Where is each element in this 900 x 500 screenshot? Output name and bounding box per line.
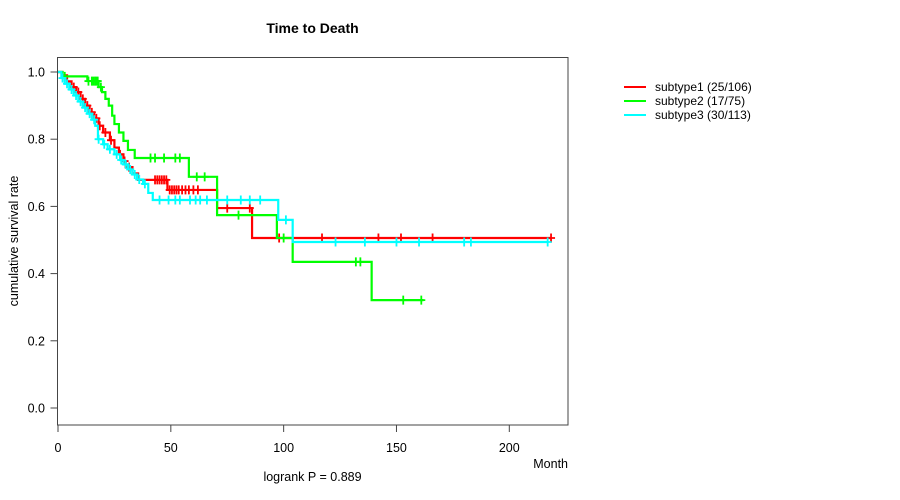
censor-mark-subtype3 <box>117 155 126 165</box>
y-tick-label: 0.4 <box>28 267 45 281</box>
censor-mark-subtype3 <box>392 237 401 247</box>
censor-mark-subtype3 <box>81 103 90 113</box>
legend-label-subtype1: subtype1 (25/106) <box>655 80 752 94</box>
censor-mark-subtype3 <box>67 84 76 94</box>
censor-mark-subtype3 <box>256 195 265 205</box>
censor-mark-subtype3 <box>543 237 552 247</box>
censor-mark-subtype3 <box>155 195 164 205</box>
censor-mark-subtype3 <box>245 195 254 205</box>
censor-mark-subtype1 <box>107 135 116 145</box>
censor-mark-subtype2 <box>200 172 209 182</box>
censor-mark-subtype3 <box>196 195 205 205</box>
censor-mark-subtype3 <box>164 195 173 205</box>
censor-mark-subtype3 <box>331 237 340 247</box>
censor-mark-subtype3 <box>236 195 245 205</box>
x-tick-label: 50 <box>164 441 178 455</box>
survival-curve-subtype3 <box>58 70 548 244</box>
censor-mark-subtype2 <box>96 82 105 92</box>
x-tick-label: 150 <box>386 441 407 455</box>
legend-label-subtype3: subtype3 (30/113) <box>655 108 751 122</box>
censor-mark-subtype2 <box>279 233 288 243</box>
y-tick-label: 0.0 <box>28 402 45 416</box>
y-tick-label: 0.2 <box>28 334 45 348</box>
y-tick-label: 1.0 <box>28 66 45 80</box>
censor-mark-subtype2 <box>356 257 365 267</box>
x-axis-label: Month <box>533 457 568 471</box>
plot-box <box>57 57 569 426</box>
survival-curve-subtype2 <box>58 70 424 302</box>
censor-mark-subtype3 <box>72 91 81 101</box>
legend-item-subtype2: subtype2 (17/75) <box>624 94 752 108</box>
legend-item-subtype3: subtype3 (30/113) <box>624 108 752 122</box>
logrank-annotation: logrank P = 0.889 <box>263 470 362 484</box>
censor-mark-subtype3 <box>90 115 99 125</box>
censor-mark-subtype3 <box>105 144 114 154</box>
legend-label-subtype2: subtype2 (17/75) <box>655 94 746 108</box>
legend-line-subtype2 <box>624 100 646 102</box>
censor-mark-subtype3 <box>415 237 424 247</box>
page-title: Time to Death <box>266 20 359 36</box>
censor-mark-subtype1 <box>245 203 254 213</box>
censor-mark-subtype3 <box>121 159 130 169</box>
legend: subtype1 (25/106) subtype2 (17/75) subty… <box>624 80 752 122</box>
censor-mark-subtype3 <box>85 109 94 119</box>
censor-mark-subtype2 <box>417 295 426 305</box>
censor-mark-subtype3 <box>130 169 139 179</box>
x-tick-label: 200 <box>499 441 520 455</box>
censor-mark-subtype3 <box>281 215 290 225</box>
censor-mark-subtype3 <box>76 97 85 107</box>
censor-mark-subtype3 <box>112 149 121 159</box>
legend-line-subtype1 <box>624 86 646 88</box>
legend-item-subtype1: subtype1 (25/106) <box>624 80 752 94</box>
censor-mark-subtype2 <box>160 153 169 163</box>
censor-mark-subtype3 <box>466 237 475 247</box>
censor-mark-subtype3 <box>202 195 211 205</box>
censor-mark-subtype3 <box>140 179 149 189</box>
censor-mark-subtype1 <box>193 185 202 195</box>
x-tick-label: 0 <box>55 441 62 455</box>
censor-mark-subtype3 <box>58 73 67 83</box>
survival-curve-subtype1 <box>58 70 552 240</box>
censor-mark-subtype1 <box>223 203 232 213</box>
censor-mark-subtype3 <box>360 237 369 247</box>
censor-mark-subtype1 <box>162 175 171 185</box>
censor-mark-subtype2 <box>399 295 408 305</box>
censor-mark-subtype2 <box>151 153 160 163</box>
x-tick-label: 100 <box>273 441 294 455</box>
censor-mark-subtype2 <box>175 153 184 163</box>
censor-mark-subtype2 <box>234 210 243 220</box>
censor-mark-subtype3 <box>223 195 232 205</box>
y-tick-label: 0.8 <box>28 133 45 147</box>
censor-mark-subtype1 <box>101 127 110 137</box>
censor-mark-subtype3 <box>100 139 109 149</box>
censor-mark-subtype2 <box>192 172 201 182</box>
y-tick-label: 0.6 <box>28 200 45 214</box>
censor-mark-subtype2 <box>93 76 102 86</box>
censor-mark-subtype3 <box>126 164 135 174</box>
censor-mark-subtype3 <box>135 175 144 185</box>
legend-line-subtype3 <box>624 114 646 116</box>
censor-mark-subtype3 <box>460 237 469 247</box>
censor-mark-subtype3 <box>175 195 184 205</box>
censor-mark-subtype3 <box>94 134 103 144</box>
censor-mark-subtype3 <box>63 79 72 89</box>
